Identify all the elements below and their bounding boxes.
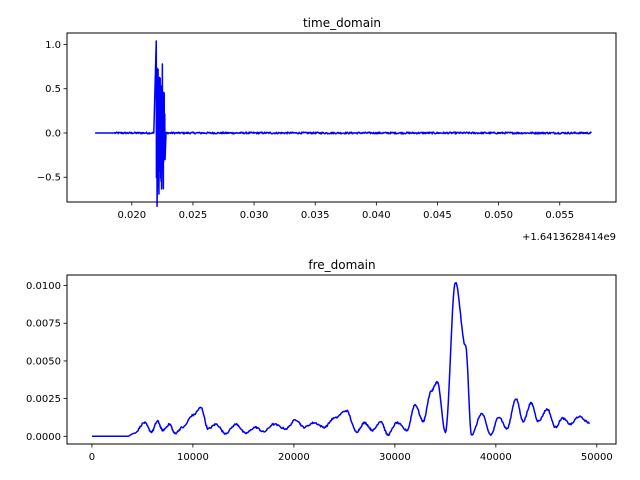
x-tick-label: 0.030 xyxy=(240,210,269,221)
y-tick-label: 0.0075 xyxy=(26,319,61,330)
x-tick-label: 0.025 xyxy=(179,210,208,221)
time-domain-x-offset: +1.6413628414e9 xyxy=(522,232,616,243)
x-tick-label: 0.035 xyxy=(301,210,330,221)
x-tick-label: 0.055 xyxy=(545,210,574,221)
time-domain-title: time_domain xyxy=(303,16,381,30)
fre-domain-plot-area xyxy=(91,282,591,438)
x-tick-label: 0 xyxy=(89,452,95,463)
fre-domain-frame xyxy=(66,274,617,445)
x-tick-label: 0.020 xyxy=(117,210,146,221)
x-tick-label: 40000 xyxy=(480,452,512,463)
y-tick-label: 0.0050 xyxy=(26,356,61,367)
x-tick-label: 20000 xyxy=(278,452,310,463)
time-domain-plot-area xyxy=(94,40,592,208)
y-tick-label: 0.5 xyxy=(45,84,61,95)
fre-domain-ticks: 0 10000 20000 30000 40000 50000 0.0000 0.0025 0.… xyxy=(26,281,613,463)
y-tick-label: 0.0000 xyxy=(26,432,61,443)
fre-domain-axes: fre_domain 0 10000 20000 30000 40000 50000 0.0… xyxy=(26,258,617,463)
y-tick-label: 0.0100 xyxy=(26,281,61,292)
x-tick-label: 30000 xyxy=(379,452,411,463)
x-tick-label: 0.050 xyxy=(484,210,513,221)
time-domain-ticks: 0.020 0.025 0.030 0.035 0.040 0.045 0.050 0.055… xyxy=(37,40,574,221)
y-tick-label: 1.0 xyxy=(45,40,61,51)
fre-domain-title: fre_domain xyxy=(308,258,375,272)
x-tick-label: 50000 xyxy=(581,452,613,463)
y-tick-label: −0.5 xyxy=(37,173,61,184)
x-tick-label: 10000 xyxy=(177,452,209,463)
time-domain-series-line xyxy=(94,40,592,208)
y-tick-label: 0.0 xyxy=(45,128,61,139)
x-tick-label: 0.040 xyxy=(362,210,391,221)
fre-domain-series-line xyxy=(91,282,591,438)
y-tick-label: 0.0025 xyxy=(26,394,61,405)
time-domain-frame xyxy=(66,32,617,203)
time-domain-axes: time_domain 0.020 0.025 0.030 0.035 0.040 0.0… xyxy=(37,16,617,243)
x-tick-label: 0.045 xyxy=(423,210,452,221)
